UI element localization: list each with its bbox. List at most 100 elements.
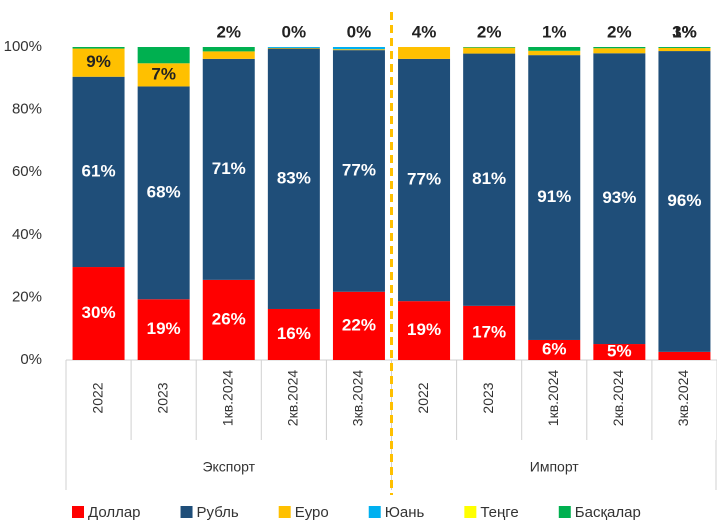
legend-label: Теңге <box>480 504 518 521</box>
bar-segment <box>332 291 385 360</box>
group-label: Экспорт <box>202 459 255 475</box>
bar-segment <box>593 53 646 345</box>
bar-segment <box>528 55 581 340</box>
data-label: 19% <box>147 319 181 338</box>
data-label: 61% <box>82 161 116 180</box>
x-tick-label: 3кв.2024 <box>675 370 691 427</box>
bar-segment <box>137 63 190 87</box>
bar-segment <box>658 47 711 52</box>
bar-segment <box>398 47 451 59</box>
bar-segment <box>72 48 125 77</box>
bar-segment <box>202 58 255 280</box>
bar-segment <box>267 47 320 48</box>
x-tick-label: 2022 <box>415 382 431 413</box>
bar-segment <box>398 58 451 302</box>
legend-swatch <box>368 506 381 518</box>
bar-segment <box>528 339 581 360</box>
data-label: 81% <box>472 169 506 188</box>
data-label: 71% <box>212 159 246 178</box>
bar-segment <box>202 51 255 59</box>
bar-segment <box>528 50 581 56</box>
x-tick-label: 2кв.2024 <box>610 370 626 427</box>
bar-segment <box>202 279 255 360</box>
data-label: 68% <box>147 182 181 201</box>
data-label: 2% <box>216 22 241 41</box>
bar-segment <box>463 53 516 306</box>
bar-segment <box>463 47 516 48</box>
x-tick-label: 2кв.2024 <box>285 370 301 427</box>
data-label: 7% <box>151 64 176 83</box>
bar-segment <box>72 76 125 268</box>
data-label: 2% <box>477 22 502 41</box>
bar-segment <box>463 47 516 54</box>
data-label: 91% <box>537 187 571 206</box>
bar-segment <box>658 351 711 360</box>
legend-swatch <box>558 506 571 518</box>
y-tick-label: 20% <box>12 288 42 305</box>
data-label: 0% <box>282 22 307 41</box>
y-tick-label: 100% <box>4 38 42 55</box>
data-label: 26% <box>212 309 246 328</box>
legend-swatch <box>72 506 84 518</box>
x-tick-label: 3кв.2024 <box>350 370 366 427</box>
data-label: 77% <box>407 170 441 189</box>
data-label: 9% <box>86 52 111 71</box>
x-tick-label: 2023 <box>154 382 170 413</box>
legend-swatch <box>278 506 291 518</box>
bar-segment <box>137 47 190 64</box>
data-label: 22% <box>342 315 376 334</box>
bar-segment <box>137 299 190 360</box>
legend-label: Басқалар <box>575 504 641 521</box>
bar-segment <box>593 47 646 49</box>
bar-segment <box>332 47 385 50</box>
bar-segment <box>332 49 385 51</box>
bar-segment <box>137 86 190 300</box>
legend-label: Еуро <box>295 504 329 521</box>
data-label: 2% <box>607 22 632 41</box>
data-label: 1% <box>672 22 697 41</box>
y-tick-label: 0% <box>20 351 42 368</box>
legend-label: Доллар <box>88 504 141 521</box>
legend-label: Рубль <box>197 504 239 521</box>
data-label: 30% <box>82 303 116 322</box>
y-tick-label: 60% <box>12 163 42 180</box>
data-label: 93% <box>602 188 636 207</box>
x-tick-label: 2023 <box>480 382 496 413</box>
bar-segment <box>593 48 646 54</box>
bar-segment <box>463 305 516 360</box>
bar-segment <box>593 344 646 360</box>
data-label: 16% <box>277 324 311 343</box>
data-label: 77% <box>342 160 376 179</box>
x-tick-label: 1кв.2024 <box>545 370 561 427</box>
group-label: Импорт <box>530 459 580 475</box>
y-tick-label: 40% <box>12 226 42 243</box>
bar-segment <box>398 301 451 360</box>
bar-segment <box>658 47 711 48</box>
data-label: 4% <box>412 22 437 41</box>
legend-swatch <box>464 506 477 518</box>
data-label: 83% <box>277 168 311 187</box>
data-label: 96% <box>667 191 701 210</box>
legend-label: Юань <box>385 504 425 521</box>
bar-segment <box>267 47 320 49</box>
bar-segment <box>658 51 711 352</box>
data-label: 1% <box>542 22 567 41</box>
legend-swatch <box>180 506 193 518</box>
bar-segment <box>267 308 320 360</box>
data-label: 3% <box>672 22 697 41</box>
bar-segment <box>332 50 385 292</box>
x-tick-label: 2022 <box>89 382 105 413</box>
y-tick-label: 80% <box>12 101 42 118</box>
data-label: 17% <box>472 322 506 341</box>
bar-segment <box>202 47 255 52</box>
bar-segment <box>72 47 125 49</box>
data-label: 5% <box>607 342 632 361</box>
data-label: 6% <box>542 339 567 358</box>
bar-segment <box>528 47 581 51</box>
data-label: 0% <box>347 22 372 41</box>
bar-segment <box>72 267 125 360</box>
bar-segment <box>267 48 320 309</box>
x-tick-label: 1кв.2024 <box>219 370 235 427</box>
data-label: 19% <box>407 320 441 339</box>
